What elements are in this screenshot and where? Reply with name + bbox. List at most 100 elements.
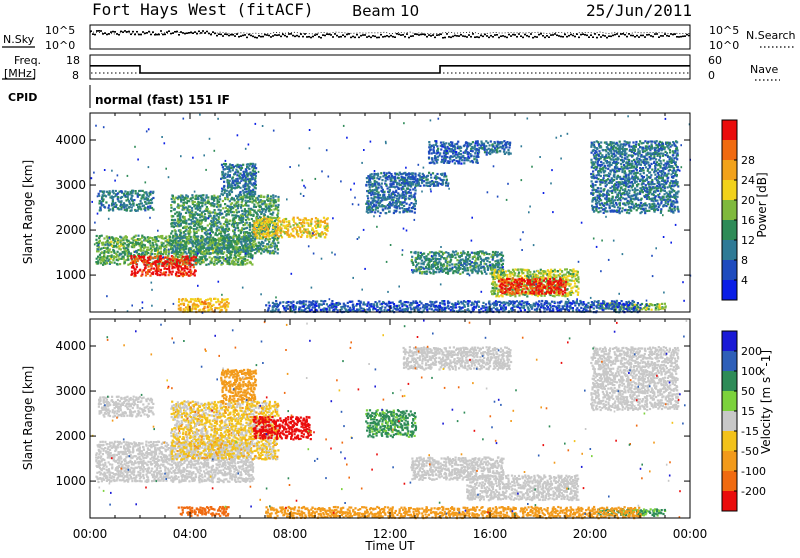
noise-sample bbox=[636, 35, 638, 37]
power-cell bbox=[225, 207, 227, 209]
power-cell bbox=[165, 271, 167, 273]
power-cell bbox=[213, 225, 215, 227]
power-cell bbox=[171, 219, 173, 221]
power-cell bbox=[206, 194, 208, 196]
noise-sample bbox=[584, 34, 586, 36]
noise-sample bbox=[458, 35, 460, 37]
power-cell bbox=[233, 264, 235, 266]
power-cell bbox=[402, 176, 404, 178]
power-cell bbox=[207, 196, 209, 198]
power-cell bbox=[263, 220, 265, 222]
power-cell bbox=[487, 267, 489, 269]
power-cell bbox=[500, 274, 502, 276]
power-cell bbox=[220, 209, 222, 211]
noise-sample bbox=[600, 36, 602, 38]
power-cell bbox=[430, 174, 432, 176]
freq-label-1: Freq. bbox=[14, 54, 41, 67]
power-cell bbox=[244, 234, 246, 236]
power-cell bbox=[245, 168, 247, 170]
power-cell bbox=[185, 222, 187, 224]
noise-sample bbox=[366, 36, 368, 38]
power-cell bbox=[229, 236, 231, 238]
noise-sample bbox=[536, 36, 538, 38]
power-cell bbox=[463, 162, 465, 164]
power-cell bbox=[249, 226, 251, 228]
power-cell bbox=[367, 212, 369, 214]
power-cell bbox=[274, 242, 276, 244]
power-cell bbox=[210, 227, 212, 229]
noise-sample bbox=[646, 34, 648, 36]
power-cell bbox=[218, 216, 220, 218]
noise-sample bbox=[428, 34, 430, 36]
noise-sample bbox=[552, 34, 554, 36]
power-cell bbox=[134, 260, 136, 262]
power-cell bbox=[405, 195, 407, 197]
power-cell bbox=[123, 245, 125, 247]
power-cell bbox=[442, 173, 444, 175]
power-cell bbox=[215, 224, 217, 226]
power-cell bbox=[289, 226, 291, 228]
power-cell bbox=[261, 226, 263, 228]
noise-sample bbox=[596, 37, 598, 39]
power-cell bbox=[495, 271, 497, 273]
power-cell bbox=[130, 257, 132, 259]
noise-sample bbox=[588, 36, 590, 38]
power-cell bbox=[437, 148, 439, 150]
power-cell bbox=[172, 260, 174, 262]
power-cell bbox=[404, 177, 406, 179]
power-cell bbox=[502, 295, 504, 297]
power-cell bbox=[404, 208, 406, 210]
power-cell bbox=[307, 228, 309, 230]
power-cell bbox=[481, 272, 483, 274]
power-cell bbox=[411, 210, 413, 212]
power-cell bbox=[160, 271, 162, 273]
power-cell bbox=[238, 175, 240, 177]
power-cell bbox=[321, 231, 323, 233]
power-cell bbox=[231, 262, 233, 264]
power-cell bbox=[120, 237, 122, 239]
noise-sample bbox=[542, 35, 544, 37]
power-cell bbox=[264, 222, 266, 224]
power-cell bbox=[146, 193, 148, 195]
power-cell bbox=[172, 249, 174, 251]
power-cell bbox=[393, 183, 395, 185]
power-cell bbox=[434, 262, 436, 264]
power-cell bbox=[274, 199, 276, 201]
power-cell bbox=[192, 243, 194, 245]
noise-sample bbox=[296, 35, 298, 37]
power-cell bbox=[460, 163, 462, 165]
power-cell bbox=[135, 258, 137, 260]
power-cell bbox=[208, 201, 210, 203]
power-cell bbox=[214, 221, 216, 223]
power-cell bbox=[108, 204, 110, 206]
power-cell bbox=[236, 244, 238, 246]
noise-sample bbox=[398, 34, 400, 36]
power-cell bbox=[239, 247, 241, 249]
noise-sample bbox=[454, 35, 456, 37]
power-cell bbox=[395, 190, 397, 192]
power-cell bbox=[409, 189, 411, 191]
power-cell bbox=[226, 195, 228, 197]
noise-sample bbox=[644, 36, 646, 38]
power-cell bbox=[174, 239, 176, 241]
power-cell bbox=[378, 178, 380, 180]
power-cell bbox=[423, 253, 425, 255]
power-cell bbox=[453, 159, 455, 161]
power-cell bbox=[249, 210, 251, 212]
power-cell bbox=[237, 227, 239, 229]
power-cell bbox=[117, 242, 119, 244]
noise-sample bbox=[512, 34, 514, 36]
power-cell bbox=[311, 218, 313, 220]
power-cell bbox=[498, 295, 500, 297]
power-cell bbox=[475, 265, 477, 267]
power-cell bbox=[128, 251, 130, 253]
noise-sample bbox=[226, 34, 228, 36]
power-cell bbox=[105, 195, 107, 197]
noise-sample bbox=[612, 35, 614, 37]
power-cell bbox=[510, 271, 512, 273]
power-cell bbox=[428, 172, 430, 174]
power-cell bbox=[174, 201, 176, 203]
power-cell bbox=[202, 239, 204, 241]
power-cell bbox=[235, 171, 237, 173]
